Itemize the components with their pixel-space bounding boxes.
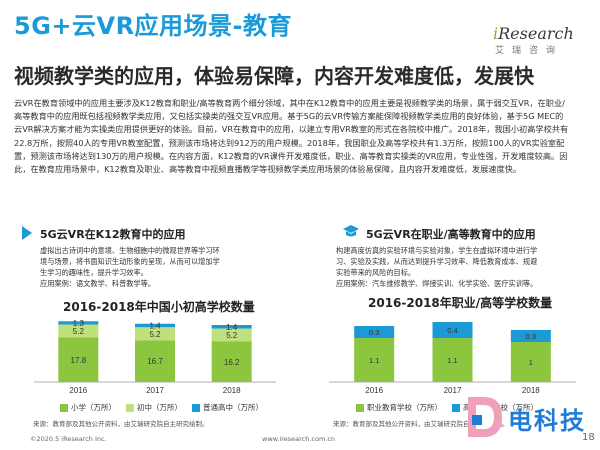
legend-item: 初中（万所） xyxy=(126,402,182,413)
right-desc-line: 实验带来的风险的目标。 xyxy=(336,268,416,277)
logo-brand-i: i xyxy=(493,24,499,43)
play-icon xyxy=(22,226,32,240)
bar-segment xyxy=(58,337,99,382)
right-source: 来源：教育部及其他公开资料，由艾瑞研究院自主研究绘制。 xyxy=(333,420,509,428)
legend-item: 职业教育学校（万所） xyxy=(356,402,442,413)
iresearch-logo: iResearch 艾瑞咨询 xyxy=(493,24,583,60)
bar-value-label: 16.7 xyxy=(147,357,163,366)
legend-swatch xyxy=(192,403,200,412)
bar-segment xyxy=(135,327,175,341)
left-desc-line: 虚拟出古诗词中的意境、生物细胞中的微观世界等学习环 xyxy=(40,246,220,255)
legend-item: 普通高中（万所） xyxy=(192,402,263,413)
bar-value-label: 1.4 xyxy=(226,323,238,332)
bar-segment xyxy=(211,328,252,342)
legend-label: 职业教育学校（万所） xyxy=(367,403,442,412)
legend-label: 普通高中（万所） xyxy=(203,403,263,412)
legend-swatch xyxy=(452,403,460,412)
graduation-cap-icon xyxy=(343,225,359,237)
right-desc-line: 应用案例：汽车维修教学、焊接实训、化学实验、医疗实训等。 xyxy=(336,279,538,288)
left-panel-heading: 5G云VR在K12教育中的应用 xyxy=(40,228,186,241)
left-desc-line: 境与场景，将书面知识生动形象的呈现，从而可以增加学 xyxy=(40,257,220,266)
bar-segment xyxy=(432,322,473,338)
page-title: 5G+云VR应用场景-教育 xyxy=(14,12,293,40)
right-panel-heading: 5G云VR在职业/高等教育中的应用 xyxy=(366,228,536,241)
legend-swatch xyxy=(356,403,364,412)
left-panel-desc: 虚拟出古诗词中的意境、生物细胞中的微观世界等学习环 境与场景，将书面知识生动形象… xyxy=(40,245,280,289)
left-desc-line: 生学习的趣味性，提升学习效率。 xyxy=(40,268,148,277)
bar-segment xyxy=(432,338,473,382)
left-source: 来源：教育部及其他公开资料，由艾瑞研究院自主研究绘制。 xyxy=(33,420,209,428)
legend-label: 初中（万所） xyxy=(137,403,182,412)
watermark-text: 电科技 xyxy=(508,407,586,435)
bar-segment xyxy=(211,325,252,329)
x-tick-label: 2018 xyxy=(223,386,241,395)
x-tick-label: 2016 xyxy=(365,386,383,395)
bar-segment xyxy=(510,330,551,342)
bar-value-label: 1.3 xyxy=(73,319,85,328)
bar-segment xyxy=(135,340,175,382)
right-desc-line: 习、实验及实践，从而达到提升学习效率、降低教育成本、规避 xyxy=(336,257,538,266)
vocational-higher-schools-chart: 1.1 0.3 2016 1.1 0.4 2017 1 0.3 2018 xyxy=(329,322,576,395)
bar-segment xyxy=(135,323,175,328)
logo-cn: 艾瑞咨询 xyxy=(495,46,564,56)
bar-value-label: 1.1 xyxy=(369,356,379,365)
left-desc-line: 应用案例：语文教学、科普教学等。 xyxy=(40,279,156,288)
bar-value-label: 5.2 xyxy=(73,327,85,336)
legend-swatch xyxy=(126,403,134,412)
body-paragraph: 云VR在教育领域中的应用主要涉及K12教育和职业/高等教育两个细分领域，其中在K… xyxy=(14,98,569,175)
bar-value-label: 1.4 xyxy=(149,322,161,331)
x-tick-label: 2016 xyxy=(69,386,87,395)
k12-schools-chart: 17.85.21.3201616.75.21.4201716.25.21.420… xyxy=(34,319,276,395)
bar-value-label: 5.2 xyxy=(149,330,161,339)
bar-value-label: 1 xyxy=(529,358,533,367)
footer-url[interactable]: www.iresearch.com.cn xyxy=(262,435,336,443)
bar-segment xyxy=(211,341,252,382)
bar-value-label: 16.2 xyxy=(224,358,240,367)
bar-value-label: 0.3 xyxy=(369,328,379,337)
logo-brand-rest: Research xyxy=(498,24,574,43)
k12-chart-legend: 小学（万所） 初中（万所） 普通高中（万所） xyxy=(60,402,273,413)
left-chart-title: 2016-2018年中国小初高学校数量 xyxy=(63,300,255,314)
legend-label: 小学（万所） xyxy=(71,403,116,412)
bar-segment xyxy=(58,324,99,338)
bar-segment xyxy=(58,321,99,325)
x-tick-label: 2017 xyxy=(146,386,164,395)
bar-segment xyxy=(354,338,395,382)
watermark-logo-icon xyxy=(468,397,502,437)
bar-value-label: 5.2 xyxy=(226,331,238,340)
bar-value-label: 0.3 xyxy=(526,332,536,341)
x-tick-label: 2018 xyxy=(522,386,540,395)
x-tick-label: 2017 xyxy=(444,386,462,395)
legend-item: 小学（万所） xyxy=(60,402,116,413)
footer-copyright: ©2020.5 iResearch Inc. xyxy=(30,435,107,443)
right-desc-line: 构建高度仿真的实验环境与实验对象，学生在虚拟环境中进行学 xyxy=(336,246,538,255)
page-number: 18 xyxy=(582,432,595,443)
bar-value-label: 0.4 xyxy=(447,326,457,335)
right-panel-desc: 构建高度仿真的实验环境与实验对象，学生在虚拟环境中进行学 习、实验及实践，从而达… xyxy=(336,245,576,289)
legend-swatch xyxy=(60,403,68,412)
bar-segment xyxy=(510,342,551,382)
bar-value-label: 17.8 xyxy=(71,356,87,365)
bar-value-label: 1.1 xyxy=(447,356,457,365)
page-subtitle: 视频教学类的应用，体验易保障，内容开发难度低，发展快 xyxy=(14,64,534,88)
watermark: 电科技 xyxy=(462,385,600,450)
bar-segment xyxy=(354,326,395,338)
right-chart-title: 2016-2018年职业/高等学校数量 xyxy=(368,296,553,310)
